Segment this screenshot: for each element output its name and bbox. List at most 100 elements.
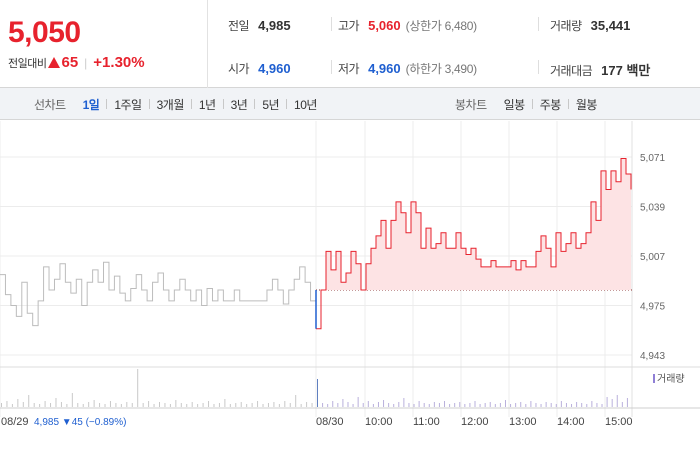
divider (254, 99, 256, 109)
volume-bar (137, 369, 139, 407)
volume-bar (596, 403, 598, 407)
prev-day-line (0, 261, 317, 329)
volume-bar (535, 403, 537, 407)
volume-bar (60, 402, 62, 407)
volume-bar (413, 404, 415, 407)
volume-bar (494, 404, 496, 407)
chart-annotations: 거래량 08/29 4,985 ▼45 (−0.89%) (1, 373, 685, 428)
chart-toolbar: 선차트 1일 1주일 3개월 1년 3년 5년 10년 봉차트 일봉 주봉 월봉 (0, 88, 700, 120)
volume-bar (626, 398, 628, 407)
period-1y[interactable]: 1년 (198, 97, 216, 112)
divider (148, 99, 150, 109)
volume-bar (126, 402, 128, 407)
volume-bar (229, 404, 231, 407)
volume-bar (278, 404, 280, 407)
period-3m[interactable]: 3개월 (156, 97, 185, 112)
x-tick-label: 14:00 (557, 416, 585, 428)
volume-bar (186, 404, 188, 407)
stock-summary-header: 5,050 전일대비 65 | +1.30% 전일 4,985 시가 4,960… (0, 0, 700, 88)
x-tick-label: 11:00 (413, 416, 440, 428)
stat-open: 시가 4,960 (228, 60, 291, 77)
volume-bar (479, 404, 481, 407)
volume-bar (474, 401, 476, 407)
divider (106, 99, 108, 109)
x-tick-label: 10:00 (365, 416, 393, 428)
period-10y[interactable]: 10년 (294, 97, 317, 112)
volume-bar (347, 402, 349, 407)
volume-bar (423, 403, 425, 407)
divider (331, 17, 332, 31)
volume-bar (131, 403, 133, 407)
volume-bar (499, 403, 501, 407)
divider: | (84, 55, 88, 70)
volume-bar (109, 401, 111, 407)
x-tick-label: 13:00 (509, 416, 537, 428)
volume-bar (240, 402, 242, 407)
volume-bar (352, 404, 354, 407)
period-3y[interactable]: 3년 (230, 97, 248, 112)
stat-label: 거래량 (550, 19, 582, 33)
period-monthly[interactable]: 월봉 (575, 97, 598, 112)
volume-bar (489, 402, 491, 407)
stat-value: 4,960 (368, 61, 401, 76)
stat-label: 전일 (228, 19, 250, 33)
volume-bar (327, 404, 329, 407)
volume-bar (104, 404, 106, 407)
volume-bar (611, 399, 613, 407)
current-price: 5,050 (8, 16, 81, 49)
volume-bar (581, 403, 583, 407)
candle-chart-title: 봉차트 (455, 97, 487, 112)
volume-bar (213, 404, 215, 407)
period-1w[interactable]: 1주일 (114, 97, 142, 112)
stat-low: 저가 4,960 (하한가 3,490) (338, 60, 477, 77)
volume-legend-swatch (653, 374, 655, 383)
volume-bar (77, 403, 79, 407)
volume-bar (398, 402, 400, 407)
period-5y[interactable]: 5년 (262, 97, 280, 112)
volume-bar (616, 395, 618, 407)
x-tick-label: 12:00 (461, 416, 489, 428)
period-weekly[interactable]: 주봉 (539, 97, 562, 112)
volume-bar (454, 403, 456, 407)
volume-bar (383, 400, 385, 407)
volume-bar (565, 403, 567, 407)
upper-limit: (상한가 6,480) (405, 19, 477, 33)
volume-bar (175, 400, 177, 407)
y-tick-label: 4,975 (640, 302, 665, 313)
volume-bar (251, 403, 253, 407)
y-axis-labels: 5,071 5,039 5,007 4,975 4,943 (640, 153, 665, 362)
y-tick-label: 5,039 (640, 203, 665, 214)
volume-bar (469, 403, 471, 407)
volume-bar (11, 404, 13, 407)
volume-bar (571, 404, 573, 407)
volume-bar (545, 402, 547, 407)
stat-volume: 거래량 35,441 (550, 17, 630, 34)
period-daily[interactable]: 일봉 (503, 97, 526, 112)
volume-bar (555, 404, 557, 407)
stat-high: 고가 5,060 (상한가 6,480) (338, 17, 477, 34)
volume-bar (322, 403, 324, 407)
x-tick-label: 08/30 (316, 416, 344, 428)
volume-bar (273, 402, 275, 407)
volume-bar (180, 403, 182, 407)
volume-legend-label: 거래량 (657, 373, 685, 385)
change-label: 전일대비 (8, 57, 47, 70)
volume-bar (530, 401, 532, 407)
y-tick-label: 5,071 (640, 153, 665, 164)
volume-bar (262, 404, 264, 407)
volume-bar (362, 403, 364, 407)
period-1d[interactable]: 1일 (82, 97, 100, 112)
volume-bar (357, 397, 359, 407)
volume-bar (372, 404, 374, 407)
prev-day-date: 08/29 (1, 416, 29, 428)
volume-bar (311, 403, 313, 407)
divider (567, 99, 569, 109)
volume-bar (317, 379, 318, 407)
volume-bar (525, 404, 527, 407)
volume-bar (444, 401, 446, 407)
volume-bar (306, 402, 308, 407)
volume-bar (169, 404, 171, 407)
volume-bar (218, 403, 220, 407)
candle-chart-periods: 봉차트 일봉 주봉 월봉 (455, 88, 604, 120)
volume-bar (22, 402, 24, 407)
